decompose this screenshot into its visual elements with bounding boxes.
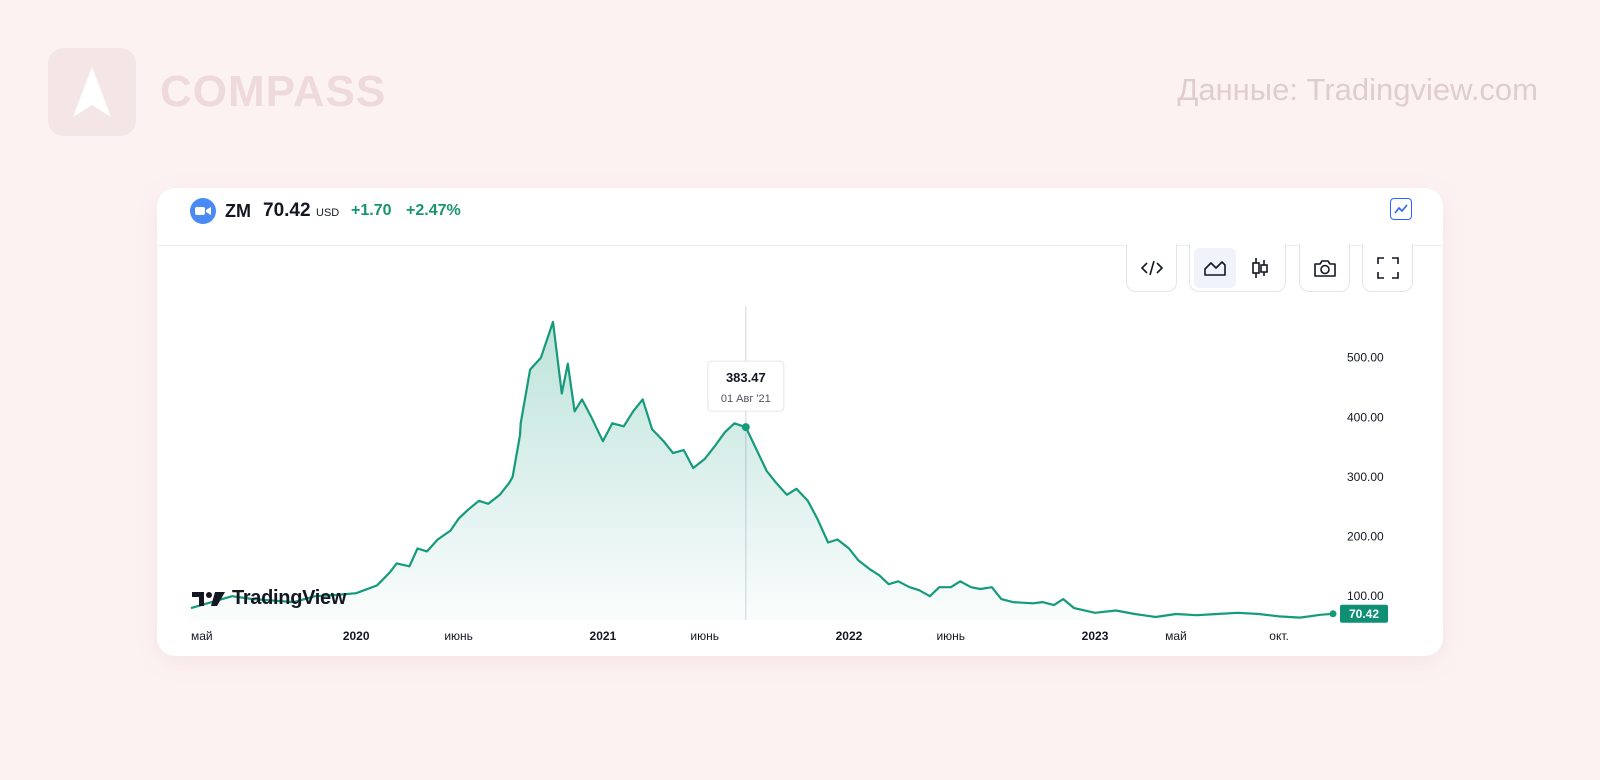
ticker-price: 70.42 [263, 200, 311, 221]
camera-icon [190, 198, 216, 224]
x-tick-label: 2020 [343, 629, 370, 643]
y-tick-label: 300.00 [1347, 470, 1384, 484]
brand: COMPASS [48, 48, 386, 136]
line-chart-icon [1394, 204, 1408, 214]
tradingview-logo-icon [192, 591, 225, 606]
chart-type-toggle [1189, 244, 1286, 292]
x-tick-label: июнь [936, 629, 965, 643]
price-chart[interactable]: 100.00 200.00 300.00 400.00 500.00 70.42 май 2… [157, 188, 1443, 656]
tradingview-watermark: TradingView [192, 587, 346, 610]
ticker-symbol[interactable]: ZM [225, 201, 251, 221]
tradingview-wordmark: TradingView [232, 587, 347, 609]
x-tick-label: 2021 [590, 629, 617, 643]
snapshot-button[interactable] [1299, 244, 1350, 292]
area-chart-button[interactable] [1193, 247, 1236, 288]
last-price-label: 70.42 [1349, 607, 1379, 621]
hover-point-marker [741, 423, 750, 432]
series-line [190, 320, 1334, 619]
ticker-change: +1.70 [351, 202, 392, 219]
fullscreen-icon [1376, 256, 1399, 279]
candlestick-icon [1252, 257, 1269, 278]
source-note: Данные: Tradingview.com [1177, 72, 1538, 107]
ticker-currency: USD [316, 207, 340, 219]
y-tick-label: 200.00 [1347, 530, 1384, 544]
candlestick-button[interactable] [1239, 248, 1281, 288]
brand-name: COMPASS [160, 67, 387, 116]
fullscreen-button[interactable] [1362, 244, 1413, 292]
chart-card: ZM 70.42 USD +1.70 +2.47% [157, 188, 1443, 656]
x-tick-label: июнь [444, 629, 473, 643]
x-tick-label: май [1165, 629, 1187, 643]
last-price-tag [1340, 604, 1388, 623]
x-tick-label: май [191, 629, 213, 643]
embed-button[interactable] [1126, 244, 1177, 292]
y-tick-label: 400.00 [1347, 410, 1384, 424]
x-tick-label: июнь [690, 629, 719, 643]
y-tick-label: 100.00 [1347, 589, 1384, 603]
tooltip-box [707, 360, 785, 412]
last-point-marker [1329, 610, 1337, 618]
code-icon [1140, 260, 1163, 275]
x-tick-label: 2023 [1082, 629, 1109, 643]
series-area [191, 321, 1333, 620]
tooltip-value: 383.47 [726, 370, 766, 385]
y-tick-label: 500.00 [1347, 351, 1384, 365]
x-tick-label: 2022 [836, 629, 863, 643]
camera-icon [1313, 259, 1336, 277]
open-chart-button[interactable] [1390, 198, 1412, 220]
tooltip-date: 01 Авг '21 [721, 393, 771, 405]
ticker-header: ZM 70.42 USD +1.70 +2.47% [157, 188, 1443, 246]
ticker-change-percent: +2.47% [406, 202, 461, 219]
compass-arrow-icon [48, 48, 136, 136]
x-tick-label: окт. [1269, 629, 1289, 643]
area-chart-icon [1203, 260, 1226, 276]
